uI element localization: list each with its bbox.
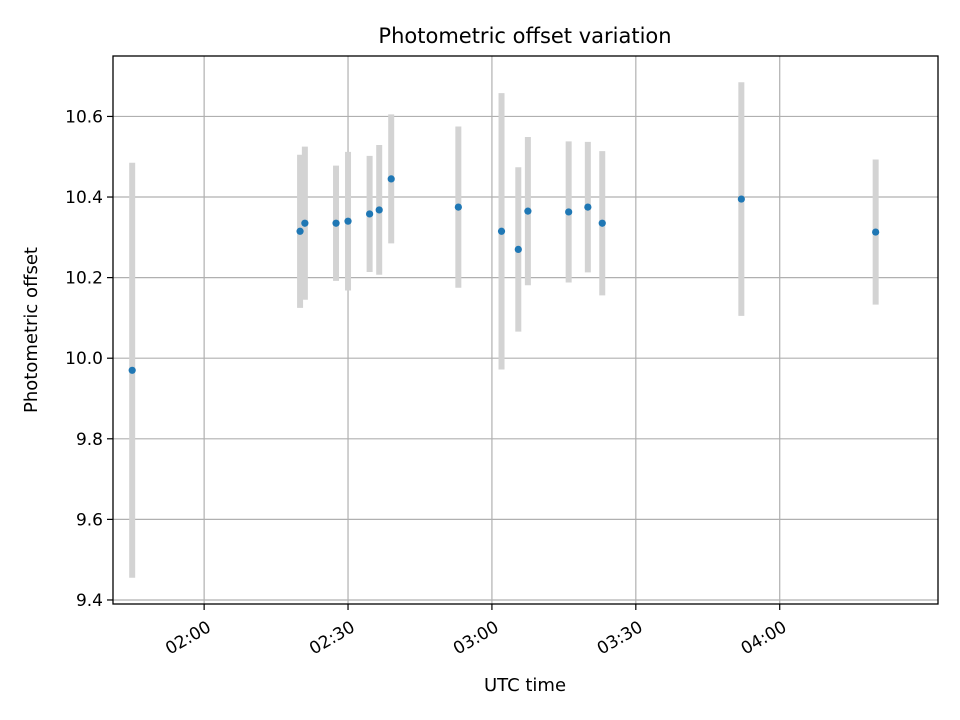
data-point [296,227,304,235]
data-point [565,208,573,216]
data-point [301,219,309,227]
data-point [344,217,352,225]
grid-lines [113,56,938,604]
y-axis-label: Photometric offset [21,247,42,413]
y-tick-label: 9.4 [76,591,103,611]
data-point [497,227,506,235]
chart-title: Photometric offset variation [378,24,671,48]
y-axis-ticks: 9.4 9.6 9.8 10.0 10.2 10.4 10.6 [65,107,113,611]
data-point [387,175,395,183]
data-points [128,175,880,374]
y-tick-label: 10.4 [65,188,103,208]
data-point [128,366,136,374]
x-axis-label: UTC time [484,675,566,696]
y-tick-label: 9.6 [76,510,103,530]
y-tick-label: 10.6 [65,107,103,127]
data-point [584,203,592,211]
data-point [375,206,383,214]
data-point [737,195,745,203]
data-point [598,219,606,227]
data-point [366,210,374,218]
plot-frame [112,55,939,605]
y-tick-label: 10.2 [65,269,103,289]
data-point [332,219,340,227]
data-point [524,207,532,215]
data-point [872,228,880,236]
data-point [454,203,462,211]
data-point [514,245,522,254]
y-tick-label: 10.0 [65,349,103,369]
y-tick-label: 9.8 [76,430,103,450]
